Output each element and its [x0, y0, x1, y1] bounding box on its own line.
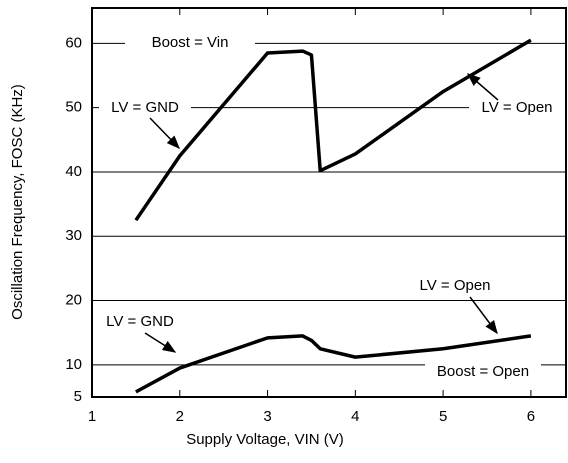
y-axis-label: Oscillation Frequency, FOSC (KHz)	[9, 84, 26, 320]
annotation: Boost = Open	[437, 363, 529, 380]
annotation-bg	[94, 312, 186, 332]
annotation: Boost = Vin	[152, 34, 229, 51]
line-series	[135, 334, 532, 394]
x-tick-label: 6	[527, 408, 535, 425]
y-tick-label: 20	[65, 292, 82, 309]
y-tick-label: 5	[74, 388, 82, 405]
y-tick-label: 40	[65, 163, 82, 180]
annotation-arrow	[466, 73, 499, 101]
x-tick-label: 5	[439, 408, 447, 425]
annotation-bg	[407, 276, 503, 296]
y-tick-label: 10	[65, 356, 82, 373]
x-tick-label: 2	[176, 408, 184, 425]
line-series	[134, 38, 532, 222]
annotation: LV = Open	[419, 277, 490, 294]
annotation-arrow	[149, 117, 180, 149]
y-tick-label: 60	[65, 34, 82, 51]
x-axis-label: Supply Voltage, VIN (V)	[186, 431, 344, 448]
x-tick-label: 3	[263, 408, 271, 425]
annotation: LV = GND	[106, 313, 174, 330]
annotation-bg	[469, 98, 565, 118]
annotation-bg	[125, 33, 255, 53]
annotation: LV = GND	[111, 99, 179, 116]
y-tick-label: 30	[65, 227, 82, 244]
annotation-arrow	[469, 296, 498, 335]
plot-frame	[91, 7, 567, 398]
y-tick-label: 50	[65, 99, 82, 116]
annotation-arrow	[144, 332, 177, 353]
annotation-bg	[99, 98, 191, 118]
x-tick-label: 4	[351, 408, 359, 425]
annotation: LV = Open	[481, 99, 552, 116]
annotation-bg	[425, 362, 541, 382]
x-tick-label: 1	[88, 408, 96, 425]
